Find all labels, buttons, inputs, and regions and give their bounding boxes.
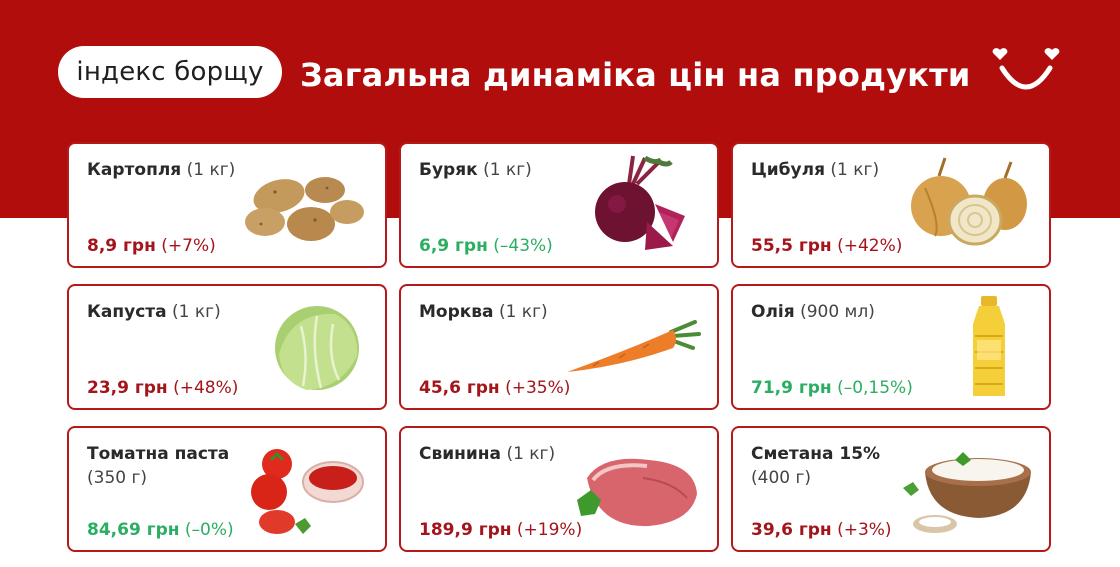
product-price: 45,6 грн (+35%)	[419, 378, 571, 398]
pork-icon	[577, 458, 697, 527]
product-name: Цибуля (1 кг)	[751, 160, 880, 180]
product-price: 39,6 грн (+3%)	[751, 520, 892, 540]
product-price: 55,5 грн (+42%)	[751, 236, 903, 256]
product-card-carrot: Морква (1 кг) 45,6 грн (+35%)	[399, 284, 719, 410]
product-name: Буряк (1 кг)	[419, 160, 532, 180]
beetroot-icon	[595, 155, 685, 250]
product-price: 71,9 грн (–0,15%)	[751, 378, 913, 398]
oil-bottle-icon	[973, 296, 1005, 396]
product-name: Свинина (1 кг)	[419, 444, 556, 464]
carrot-icon	[567, 320, 701, 372]
product-card-cabbage: Капуста (1 кг) 23,9 грн (+48%)	[67, 284, 387, 410]
product-name: Картопля (1 кг)	[87, 160, 236, 180]
product-name: Сметана 15% (400 г)	[751, 444, 881, 488]
product-price: 8,9 грн (+7%)	[87, 236, 216, 256]
product-card-oil: Олія (900 мл) 71,9 грн (–0,15%)	[731, 284, 1051, 410]
cabbage-icon	[275, 306, 359, 390]
sour-cream-icon	[903, 452, 1031, 533]
onions-icon	[911, 157, 1027, 246]
product-price: 84,69 грн (–0%)	[87, 520, 234, 540]
product-grid: Картопля (1 кг) 8,9 грн (+7%) Буряк (1 к…	[67, 142, 1051, 552]
product-name: Олія (900 мл)	[751, 302, 875, 322]
smile-hearts-logo-icon	[992, 48, 1060, 90]
product-price: 23,9 грн (+48%)	[87, 378, 239, 398]
product-card-potatoes: Картопля (1 кг) 8,9 грн (+7%)	[67, 142, 387, 268]
potatoes-icon	[245, 177, 364, 241]
product-card-onions: Цибуля (1 кг) 55,5 грн (+42%)	[731, 142, 1051, 268]
page-title: Загальна динаміка цін на продукти	[300, 56, 971, 94]
product-name: Томатна паста (350 г)	[87, 444, 230, 488]
product-price: 189,9 грн (+19%)	[419, 520, 583, 540]
tomato-paste-icon	[251, 449, 364, 534]
product-price: 6,9 грн (–43%)	[419, 236, 553, 256]
product-card-sour-cream: Сметана 15% (400 г) 39,6 грн (+3%)	[731, 426, 1051, 552]
product-name: Капуста (1 кг)	[87, 302, 221, 322]
brand-pill: індекс борщу	[58, 46, 282, 98]
product-card-beetroot: Буряк (1 кг) 6,9 грн (–43%)	[399, 142, 719, 268]
product-card-tomato-paste: Томатна паста (350 г) 84,69 грн (–0%)	[67, 426, 387, 552]
product-card-pork: Свинина (1 кг) 189,9 грн (+19%)	[399, 426, 719, 552]
product-name: Морква (1 кг)	[419, 302, 548, 322]
